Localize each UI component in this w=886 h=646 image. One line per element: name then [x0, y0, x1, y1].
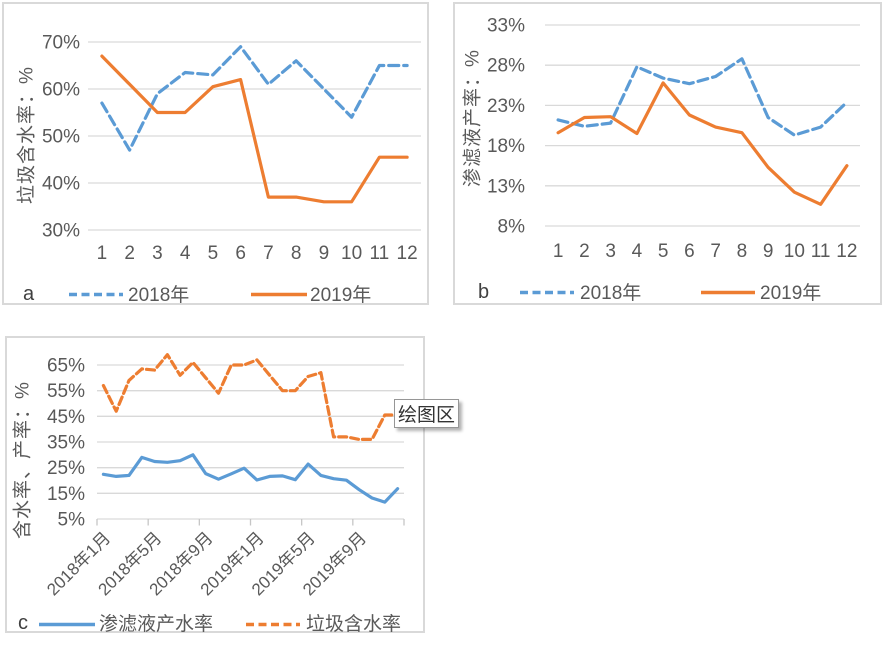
chart-c-plot-area[interactable]: 5%15%25%35%45%55%65%2018年1月2018年5月2018年9…: [7, 338, 423, 631]
legend-label-2019[interactable]: 2019年: [310, 285, 372, 306]
x-tick-label: 4: [180, 243, 191, 264]
legend-label-moisture[interactable]: 垃圾含水率: [306, 614, 402, 635]
x-tick-label: 11: [811, 241, 831, 262]
y-tick-label: 60%: [42, 80, 80, 101]
x-tick-label: 6: [684, 241, 695, 262]
x-tick-label: 6: [235, 243, 246, 264]
series-line-2019年[interactable]: [100, 54, 409, 204]
chart-a-panel[interactable]: 垃圾含水率：% 30% 40% 50% 60% 70% 1 2 3 4 5 6 7 8 9 10 11 12 a…: [2, 2, 429, 306]
y-tick-label: 23%: [487, 96, 525, 117]
y-tick-label: 28%: [487, 56, 525, 77]
chart-b-panel[interactable]: 渗滤液产率：% 8% 13% 18% 23% 28% 33% 1 2 3 4 5 6 7 8 9 10 11 12…: [453, 2, 882, 305]
x-tick-label: 11: [370, 243, 390, 264]
x-tick-label: 9: [763, 241, 774, 262]
x-tick-label: 4: [632, 241, 643, 262]
legend-label-2018[interactable]: 2018年: [580, 283, 642, 304]
y-tick-label: 55%: [47, 381, 85, 402]
chart-c-panel[interactable]: 含水率、产率：% 5% 15% 25% 35% 45% 55% 65% 2018年1月 2018…: [5, 336, 425, 635]
x-tick-label: 10: [341, 243, 362, 264]
plot-area-tooltip: 绘图区: [394, 399, 459, 428]
x-tick-label: 7: [263, 243, 274, 264]
legend-label-leachate[interactable]: 渗滤液产水率: [99, 614, 214, 635]
legend-line-sample-leachate[interactable]: [38, 621, 96, 628]
legend-line-sample-moisture[interactable]: [245, 621, 301, 628]
y-tick-label: 25%: [47, 458, 85, 479]
x-tick-label: 1: [97, 243, 108, 264]
x-tick-label: 8: [291, 243, 302, 264]
x-tick-label: 12: [397, 243, 418, 264]
x-tick-label: 1: [553, 241, 564, 262]
series-line-垃圾含水率[interactable]: [101, 353, 400, 442]
legend-line-sample-2019[interactable]: [700, 289, 756, 296]
legend-label-2018[interactable]: 2018年: [128, 285, 190, 306]
chart-c-panel-label: c: [18, 612, 28, 634]
y-tick-label: 65%: [47, 356, 85, 377]
y-tick-label: 45%: [47, 407, 85, 428]
x-tick-label: 3: [605, 241, 616, 262]
series-line-2018年[interactable]: [100, 45, 409, 152]
x-tick-label: 8: [737, 241, 748, 262]
y-tick-label: 15%: [47, 484, 85, 505]
y-tick-label: 33%: [487, 16, 525, 37]
series-line-2018年[interactable]: [556, 57, 849, 137]
y-tick-label: 40%: [42, 174, 80, 195]
x-tick-label: 12: [836, 241, 857, 262]
series-line-2019年[interactable]: [556, 81, 849, 206]
y-tick-label: 35%: [47, 433, 85, 454]
x-tick-label: 2: [124, 243, 135, 264]
y-tick-label: 18%: [487, 136, 525, 157]
chart-a-panel-label: a: [23, 283, 35, 305]
x-tick-label: 5: [208, 243, 219, 264]
chart-b-panel-label: b: [478, 281, 490, 303]
x-tick-label: 9: [319, 243, 330, 264]
x-tick-label: 7: [710, 241, 721, 262]
y-tick-label: 50%: [42, 127, 80, 148]
legend-line-sample-2018[interactable]: [519, 289, 575, 296]
legend-label-2019[interactable]: 2019年: [760, 283, 822, 304]
y-tick-label: 8%: [498, 217, 526, 238]
y-tick-label: 30%: [42, 221, 80, 242]
y-tick-label: 5%: [58, 510, 86, 531]
y-tick-label: 13%: [487, 176, 525, 197]
series-line-渗滤液产水率[interactable]: [101, 453, 400, 504]
x-tick-label: 2: [579, 241, 590, 262]
legend-line-sample-2018[interactable]: [68, 291, 124, 298]
x-tick-label: 10: [784, 241, 805, 262]
chart-b-plot-area[interactable]: 8%13%18%23%28%33%1 2 3 4 5 6 7 8 9 10 11 12: [455, 4, 880, 303]
chart-a-plot-area[interactable]: 30%40%50%60%70%1 2 3 4 5 6 7 8 9 10 11 12: [4, 4, 427, 303]
y-tick-label: 70%: [42, 33, 80, 54]
x-tick-label: 5: [658, 241, 669, 262]
x-tick-label: 3: [152, 243, 163, 264]
legend-line-sample-2019[interactable]: [250, 291, 308, 298]
